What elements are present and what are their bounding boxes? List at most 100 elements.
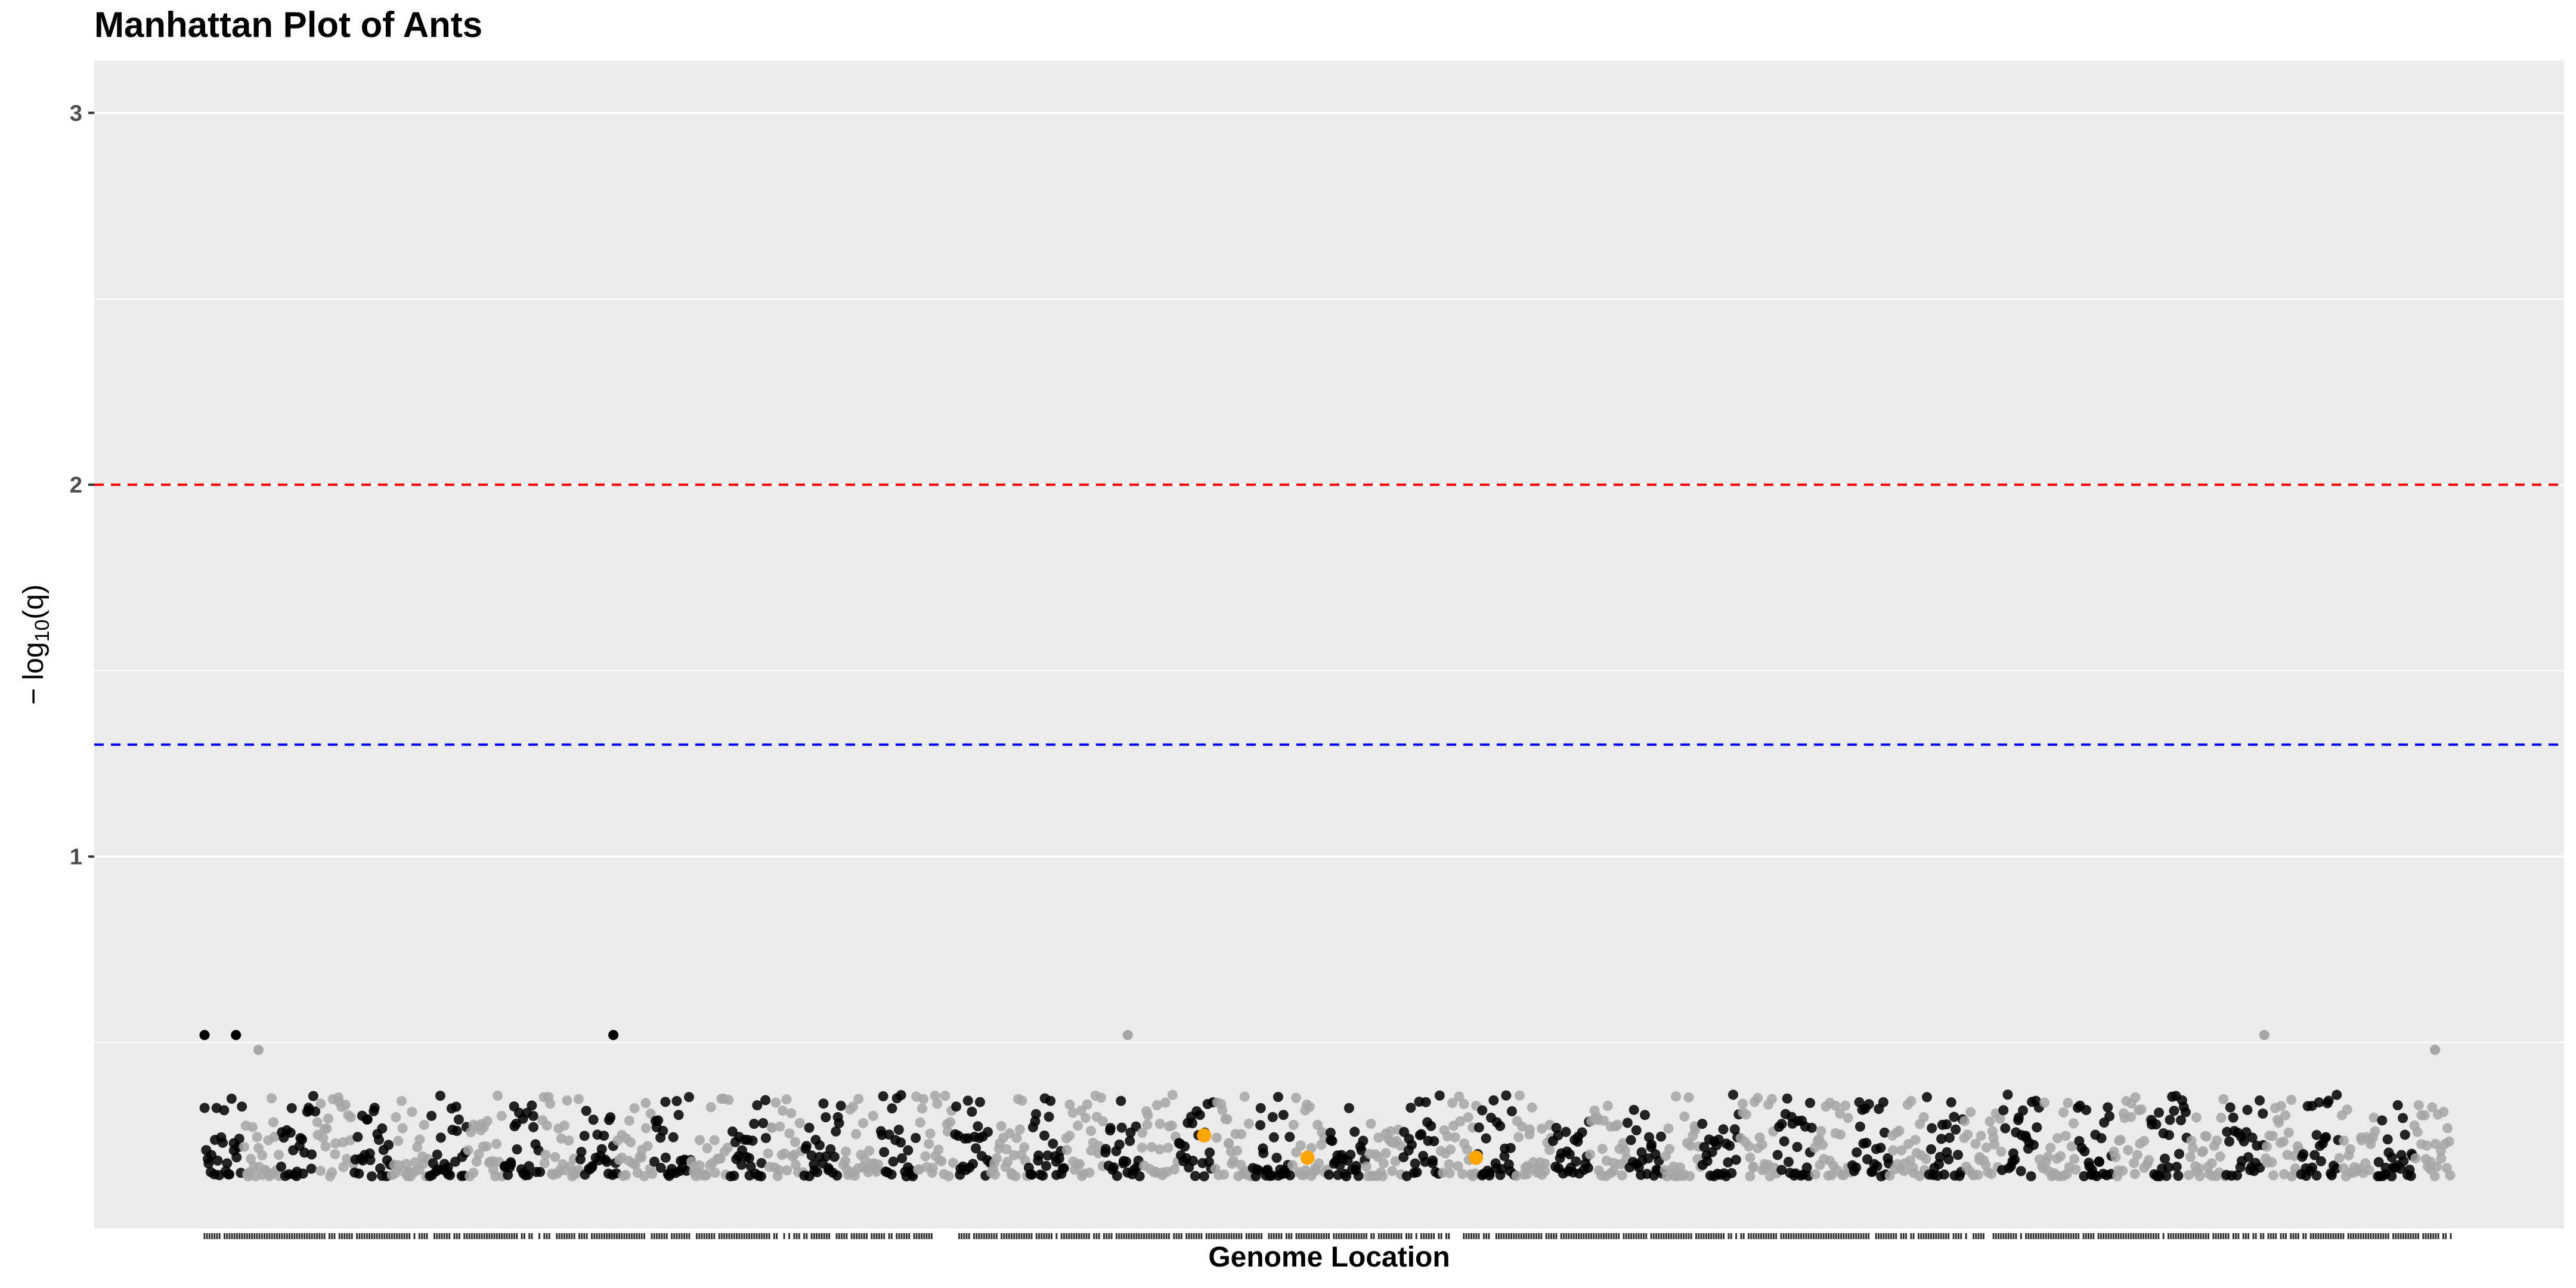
snp-point <box>2018 1105 2029 1116</box>
snp-point <box>587 1161 597 1172</box>
snp-point <box>1671 1091 1682 1102</box>
snp-point <box>1776 1119 1787 1129</box>
snp-point <box>2342 1104 2352 1115</box>
snp-point <box>1965 1107 1976 1117</box>
snp-point <box>1380 1148 1391 1159</box>
snp-point <box>1271 1153 1282 1163</box>
snp-point <box>1727 1089 1738 1100</box>
snp-point <box>1426 1120 1436 1131</box>
snp-point <box>1679 1111 1690 1122</box>
snp-point <box>640 1123 651 1134</box>
snp-point <box>252 1132 262 1143</box>
snp-point <box>1001 1144 1012 1154</box>
snp-point <box>1852 1147 1862 1158</box>
snp-point <box>199 1103 210 1113</box>
snp-point <box>1459 1098 1469 1109</box>
snp-point <box>2132 1150 2142 1160</box>
snp-point <box>212 1155 223 1166</box>
snp-point <box>1205 1147 1215 1158</box>
snp-point <box>1782 1093 1792 1104</box>
snp-point <box>2395 1163 2406 1174</box>
snp-point <box>1190 1171 1200 1181</box>
snp-point <box>1444 1168 1455 1178</box>
snp-point <box>786 1108 797 1119</box>
snp-point <box>2015 1166 2026 1176</box>
snp-point <box>2212 1135 2222 1146</box>
snp-point <box>1219 1169 1230 1180</box>
snp-point <box>528 1110 538 1121</box>
snp-point <box>1121 1156 1132 1167</box>
snp-point <box>1462 1144 1472 1155</box>
snp-point <box>2174 1148 2185 1159</box>
highlighted-snp-point <box>1469 1150 1484 1165</box>
snp-point <box>1067 1107 1078 1118</box>
snp-point <box>2215 1151 2225 1162</box>
snp-point <box>853 1094 864 1104</box>
snp-point <box>896 1137 906 1148</box>
snp-point <box>2225 1102 2236 1113</box>
snp-point <box>1096 1092 1107 1103</box>
snp-point <box>2104 1111 2115 1122</box>
snp-point <box>1312 1119 1323 1130</box>
snp-point <box>2430 1045 2441 1055</box>
snp-point <box>945 1117 956 1128</box>
snp-point <box>723 1095 734 1106</box>
snp-point <box>218 1137 228 1148</box>
snp-point <box>366 1171 377 1182</box>
snp-point <box>2398 1156 2409 1166</box>
snp-point <box>2161 1171 2172 1181</box>
snp-point <box>473 1148 484 1159</box>
snp-point <box>1745 1152 1755 1163</box>
snp-point <box>758 1118 769 1129</box>
snp-point <box>705 1102 716 1113</box>
snp-point <box>1243 1118 1254 1129</box>
snp-point <box>1268 1132 1279 1143</box>
snp-point <box>2398 1113 2408 1123</box>
snp-point <box>932 1098 943 1109</box>
snp-point <box>1818 1140 1828 1150</box>
snp-point <box>321 1123 332 1134</box>
snp-point <box>694 1135 705 1145</box>
snp-point <box>1255 1120 1266 1131</box>
snp-point <box>506 1159 516 1170</box>
snp-point <box>1116 1122 1127 1133</box>
snp-point <box>2144 1154 2154 1165</box>
snp-point <box>1179 1141 1190 1152</box>
snp-point <box>1420 1097 1431 1107</box>
snp-point <box>1455 1116 1466 1126</box>
snp-point <box>1640 1110 1651 1120</box>
snp-point <box>1167 1089 1178 1100</box>
snp-point <box>596 1144 607 1154</box>
snp-point <box>1984 1116 1995 1127</box>
snp-point <box>2060 1131 2071 1141</box>
snp-point <box>1946 1097 1956 1108</box>
snp-point <box>286 1103 297 1113</box>
snp-point <box>1501 1090 1512 1101</box>
snp-point <box>1872 1161 1883 1172</box>
y-axis-title-prefix: − log <box>18 642 49 705</box>
snp-point <box>330 1149 340 1160</box>
snp-point <box>445 1170 456 1181</box>
snp-point <box>841 1146 852 1157</box>
snp-point <box>640 1098 651 1109</box>
snp-point <box>1918 1111 1929 1122</box>
snp-point <box>579 1131 590 1141</box>
snp-point <box>1345 1149 1356 1160</box>
snp-point <box>2198 1146 2209 1157</box>
snp-point <box>1125 1135 1135 1146</box>
snp-point <box>1122 1030 1133 1041</box>
snp-point <box>1044 1111 1054 1122</box>
snp-point <box>2286 1095 2297 1106</box>
snp-point <box>671 1096 682 1107</box>
snp-point <box>1030 1109 1041 1119</box>
y-tick-label: 1 <box>70 844 82 869</box>
snp-point <box>2218 1094 2229 1104</box>
snp-point <box>1851 1162 1862 1173</box>
snp-point <box>1801 1162 1812 1173</box>
snp-point <box>1744 1141 1754 1151</box>
snp-point <box>1258 1148 1269 1159</box>
snp-point <box>1236 1129 1246 1140</box>
snp-point <box>2275 1101 2286 1111</box>
snp-point <box>639 1171 649 1182</box>
snp-point <box>962 1095 973 1106</box>
